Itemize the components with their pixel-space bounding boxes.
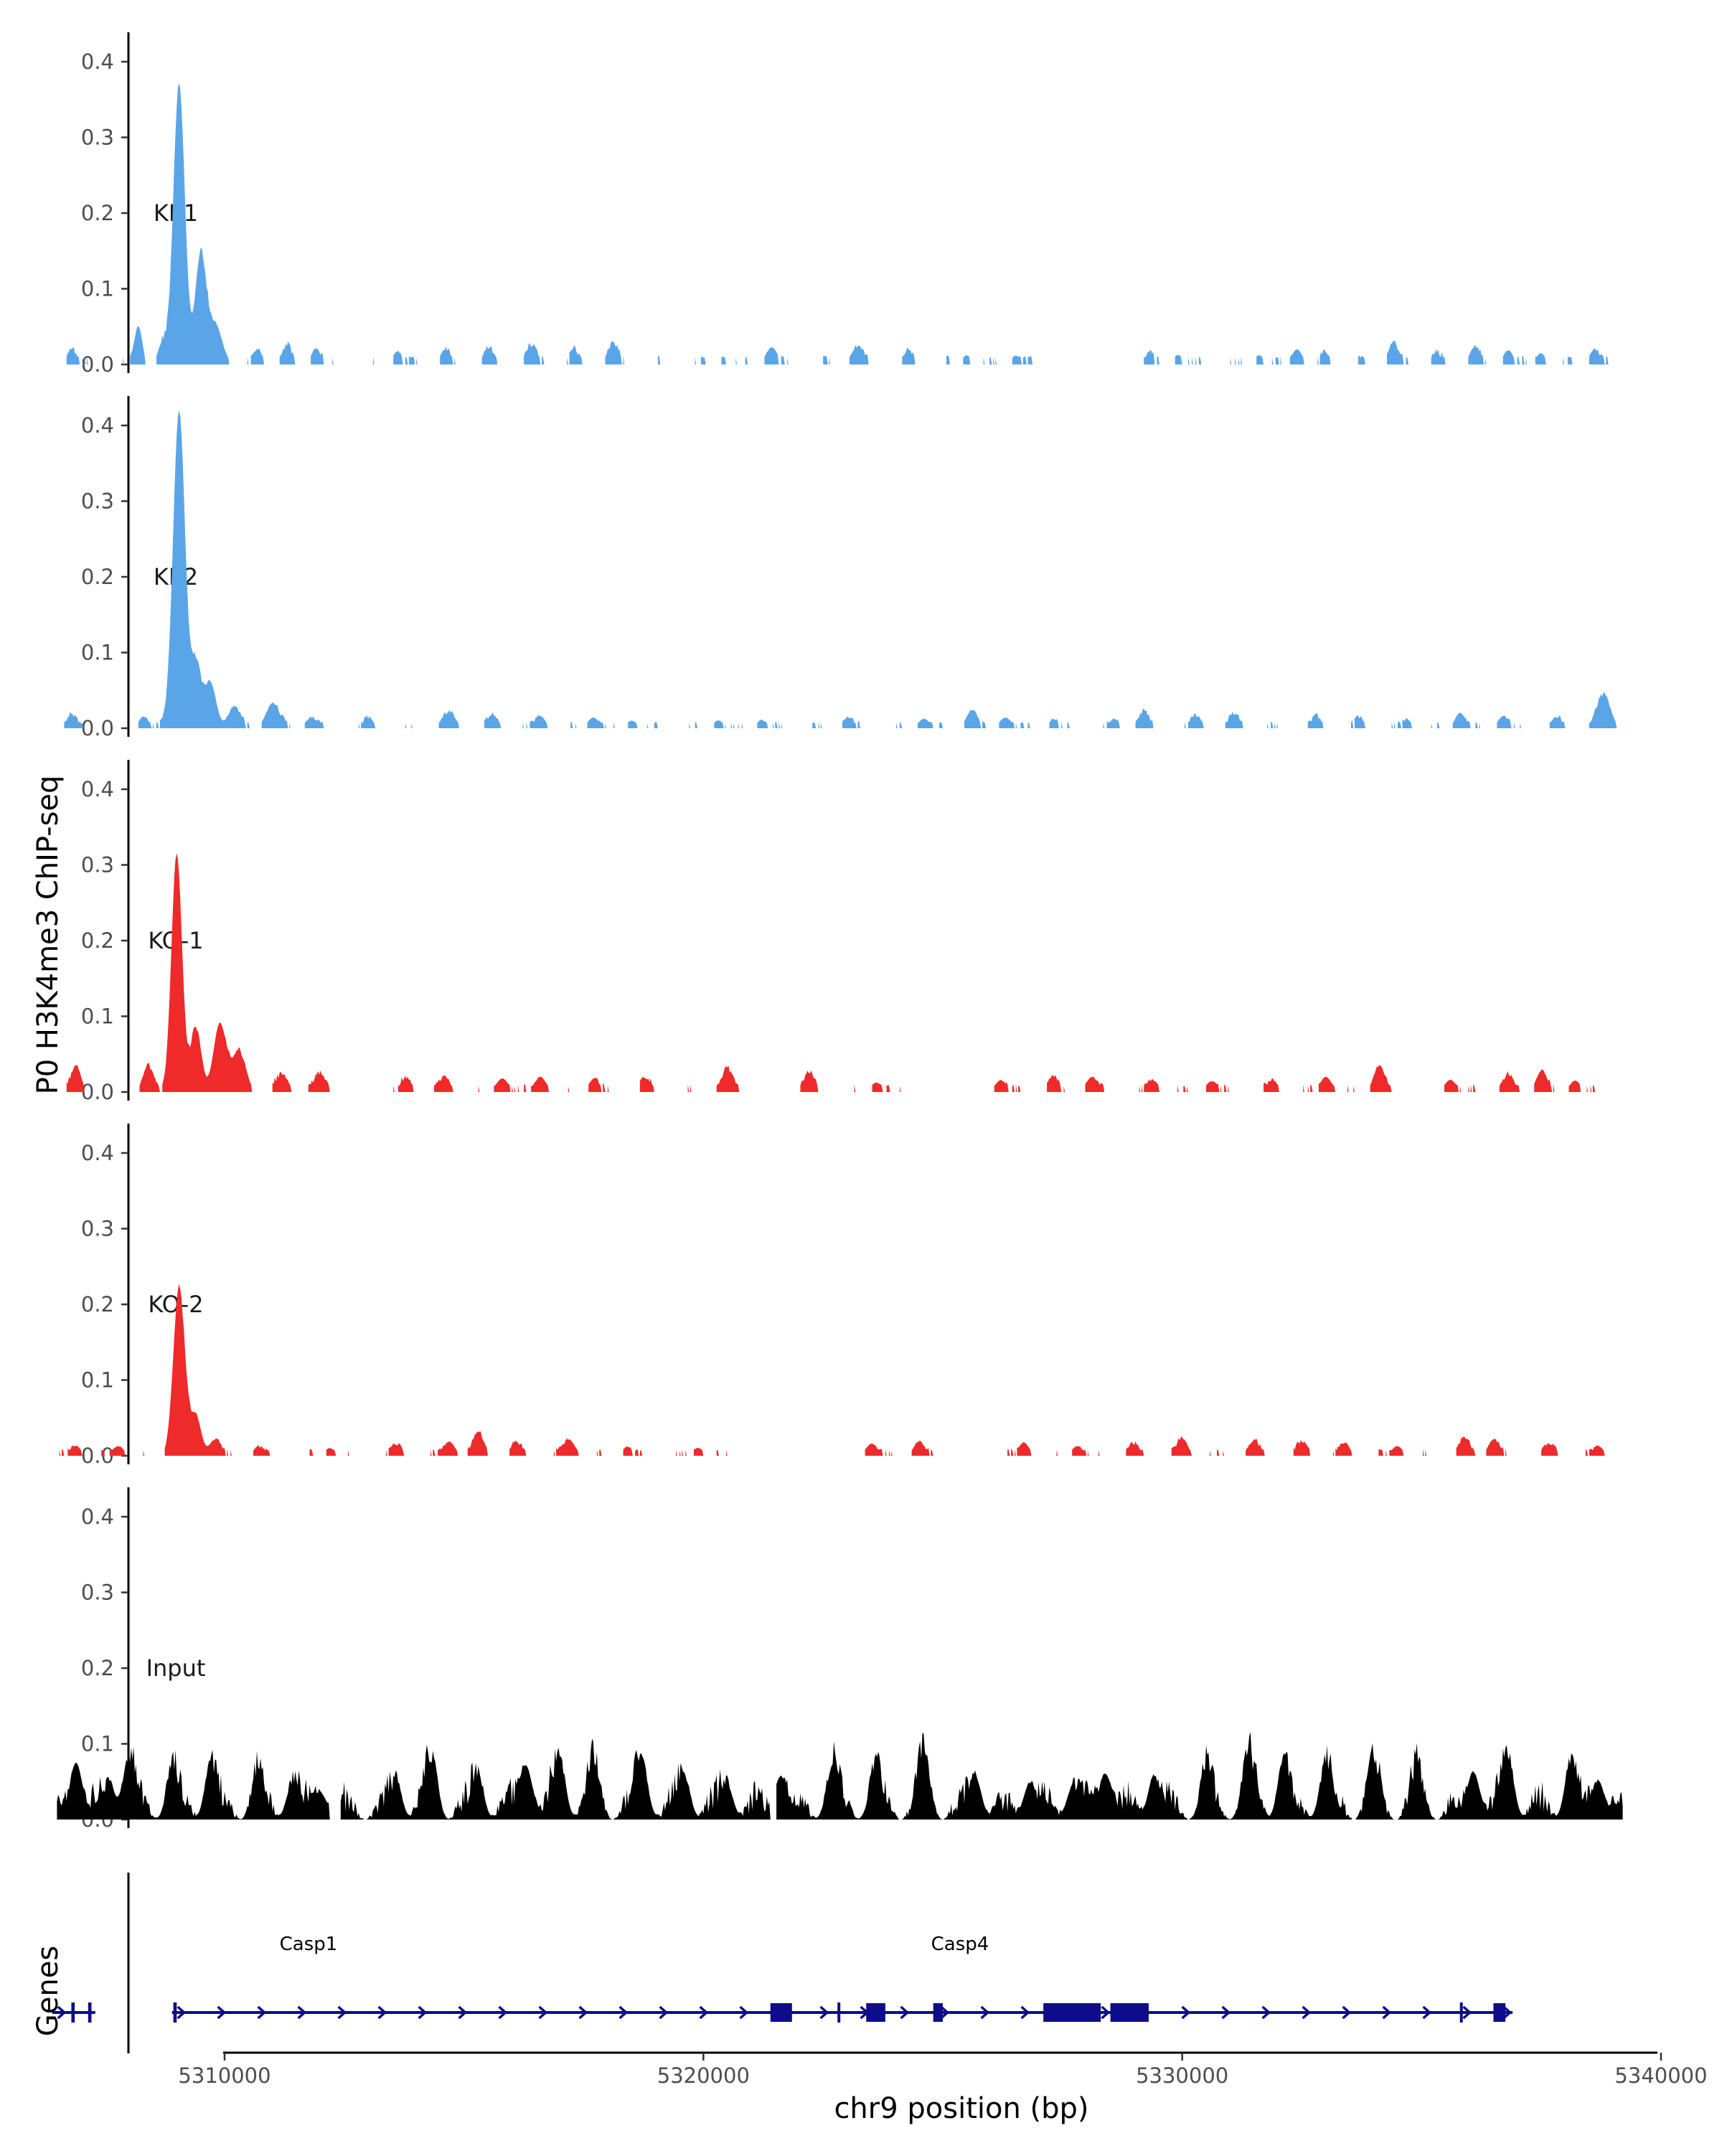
x-tick-label: 5330000: [1136, 2063, 1228, 2088]
y-tick-label: 0.0: [81, 716, 114, 740]
y-tick-label: 0.0: [81, 1080, 114, 1104]
x-tick-label: 5320000: [657, 2063, 750, 2088]
strand-chevron: [659, 2005, 669, 2020]
exon: [866, 2003, 885, 2022]
y-tick-label: 0.3: [81, 1581, 114, 1605]
gene-label: Casp4: [931, 1934, 989, 1955]
y-tick-label: 0.2: [81, 201, 114, 225]
track-ki-1: 0.00.10.20.30.4KI-1: [66, 32, 1609, 377]
exon: [173, 2002, 177, 2023]
strand-chevron: [618, 2005, 629, 2020]
strand-chevron: [1342, 2005, 1352, 2020]
strand-chevron: [980, 2005, 990, 2020]
strand-chevron: [498, 2005, 508, 2020]
y-tick-label: 0.4: [81, 1505, 114, 1529]
exon: [1493, 2003, 1506, 2022]
track-ki-2: 0.00.10.20.30.4KI-2: [64, 396, 1617, 740]
track-ko-2: 0.00.10.20.30.4KO-2: [59, 1124, 1605, 1468]
exon: [1043, 2003, 1101, 2022]
strand-chevron: [217, 2005, 227, 2020]
y-tick-label: 0.4: [81, 413, 114, 438]
exon: [71, 2002, 75, 2023]
strand-chevron: [1382, 2005, 1392, 2020]
strand-chevron: [377, 2005, 387, 2020]
strand-chevron: [1462, 2005, 1472, 2020]
y-tick-label: 0.2: [81, 1292, 114, 1317]
gene-track: Casp1 Casp4: [52, 1873, 1513, 2053]
y-tick-label: 0.4: [81, 1141, 114, 1165]
strand-chevron: [900, 2005, 910, 2020]
strand-chevron: [699, 2005, 709, 2020]
exon: [770, 2003, 792, 2022]
strand-chevron: [538, 2005, 548, 2020]
coverage-area-ki-2: [64, 410, 1617, 728]
strand-chevron: [1020, 2005, 1030, 2020]
strand-chevron: [337, 2005, 347, 2020]
coverage-area-ko-1: [66, 853, 1596, 1092]
strand-chevron: [940, 2005, 950, 2020]
y-tick-label: 0.0: [81, 352, 114, 377]
y-tick-label: 0.3: [81, 489, 114, 514]
strand-chevron: [1422, 2005, 1432, 2020]
x-axis-title: chr9 position (bp): [834, 2092, 1088, 2125]
strand-chevron: [1302, 2005, 1312, 2020]
y-tick-label: 0.1: [81, 1004, 114, 1029]
exon: [933, 2003, 943, 2022]
gene-casp1: Casp1: [52, 1934, 338, 2023]
y-tick-label: 0.1: [81, 1368, 114, 1393]
y-tick-label: 0.1: [81, 277, 114, 301]
strand-chevron: [1181, 2005, 1191, 2020]
y-tick-label: 0.3: [81, 853, 114, 877]
strand-chevron: [1502, 2005, 1512, 2020]
x-axis: 5310000 5320000 5330000 5340000: [178, 2051, 1708, 2088]
y-tick-label: 0.2: [81, 928, 114, 953]
gene-label: Casp1: [280, 1934, 338, 1955]
exon: [1459, 2002, 1463, 2023]
y-tick-label: 0.1: [81, 1732, 114, 1756]
coverage-area-ko-2: [59, 1284, 1605, 1456]
strand-chevron: [57, 2005, 67, 2020]
coverage-area-input: [57, 1732, 1623, 1820]
strand-chevron: [1261, 2005, 1271, 2020]
y-tick-label: 0.3: [81, 126, 114, 150]
gene-casp4: Casp4: [171, 1934, 1513, 2023]
strand-chevron: [297, 2005, 307, 2020]
x-tick-label: 5310000: [178, 2063, 270, 2088]
strand-chevron: [1221, 2005, 1231, 2020]
strand-chevron: [418, 2005, 428, 2020]
track-label-input: Input: [146, 1654, 206, 1682]
track-ko-1: 0.00.10.20.30.4KO-1: [66, 760, 1596, 1104]
y-tick-label: 0.4: [81, 50, 114, 74]
genes-track-title: Genes: [32, 1946, 65, 2036]
exon: [1110, 2003, 1149, 2022]
tracks-layer: 0.00.10.20.30.4KI-10.00.10.20.30.4KI-20.…: [57, 32, 1623, 1832]
exon: [88, 2002, 92, 2023]
strand-chevron: [257, 2005, 267, 2020]
strand-chevron: [739, 2005, 749, 2020]
y-axis-title: P0 H3K4me3 ChIP-seq: [32, 776, 65, 1095]
strand-chevron: [819, 2005, 829, 2020]
y-tick-label: 0.2: [81, 1656, 114, 1680]
strand-chevron: [578, 2005, 588, 2020]
strand-chevron: [458, 2005, 468, 2020]
y-tick-label: 0.0: [81, 1444, 114, 1468]
strand-chevron: [1101, 2005, 1111, 2020]
strand-chevron: [177, 2005, 187, 2020]
y-tick-label: 0.3: [81, 1217, 114, 1241]
y-tick-label: 0.1: [81, 641, 114, 665]
exon: [837, 2002, 841, 2023]
y-tick-label: 0.4: [81, 777, 114, 801]
x-tick-label: 5340000: [1614, 2063, 1707, 2088]
y-tick-label: 0.2: [81, 565, 114, 589]
coverage-area-ki-1: [66, 83, 1609, 365]
